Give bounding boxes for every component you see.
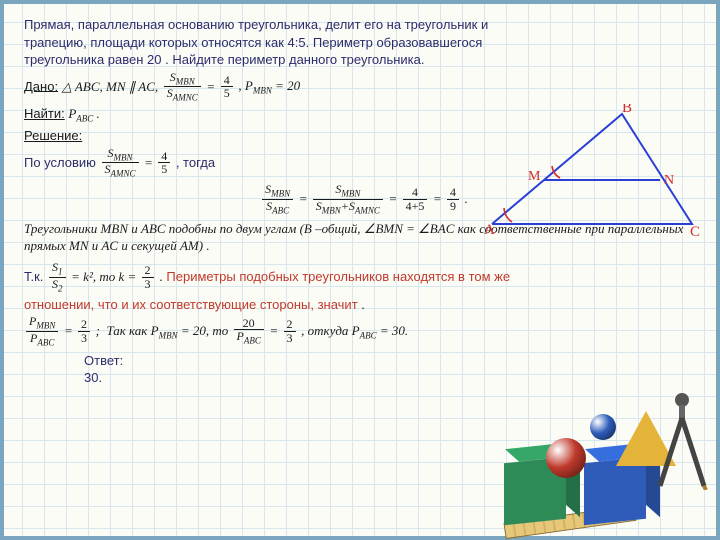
red-text-2: отношении, что и их соответствующие стор… bbox=[24, 296, 704, 314]
perimeter-eq: PMBNPABC = 23 ; Так как PMBN = 20, то 20… bbox=[24, 315, 704, 348]
answer-label: Ответ: bbox=[84, 353, 123, 368]
eq: = bbox=[206, 78, 215, 93]
find-label: Найти: bbox=[24, 106, 65, 121]
blue-sphere bbox=[590, 414, 616, 440]
triangle-diagram: A B C M N bbox=[482, 104, 702, 244]
given-frac: SMBN SAMNC bbox=[164, 71, 201, 104]
label-C: C bbox=[690, 224, 700, 240]
label-A: A bbox=[484, 222, 495, 238]
label-B: B bbox=[622, 104, 632, 116]
label-N: N bbox=[664, 173, 674, 188]
decorative-shapes bbox=[456, 366, 716, 536]
answer-value: 30. bbox=[84, 370, 102, 385]
given-row: Дано: △ ABC, MN ∥ AC, SMBN SAMNC = 45 , … bbox=[24, 71, 704, 104]
green-cube bbox=[504, 457, 566, 526]
red-sphere bbox=[546, 438, 586, 478]
solve-label: Решение: bbox=[24, 128, 82, 143]
given-label: Дано: bbox=[24, 78, 58, 93]
answer-row: Ответ: 30. bbox=[84, 352, 704, 387]
red-text-1: Периметры подобных треугольников находят… bbox=[166, 269, 510, 284]
p-mbn: , PMBN = 20 bbox=[238, 78, 300, 93]
label-M: M bbox=[528, 169, 541, 184]
blue-cube bbox=[584, 457, 646, 526]
problem-text: Прямая, параллельная основанию треугольн… bbox=[24, 16, 534, 69]
ruler-icon bbox=[504, 505, 637, 539]
yellow-pyramid bbox=[616, 411, 676, 466]
k-row: Т.к. S1S2 = k², то k = 23 . Периметры по… bbox=[24, 261, 704, 294]
find-text: PABC . bbox=[68, 106, 99, 121]
given-text: △ ABC, MN ∥ AC, bbox=[62, 78, 158, 93]
compass-icon bbox=[652, 390, 712, 490]
